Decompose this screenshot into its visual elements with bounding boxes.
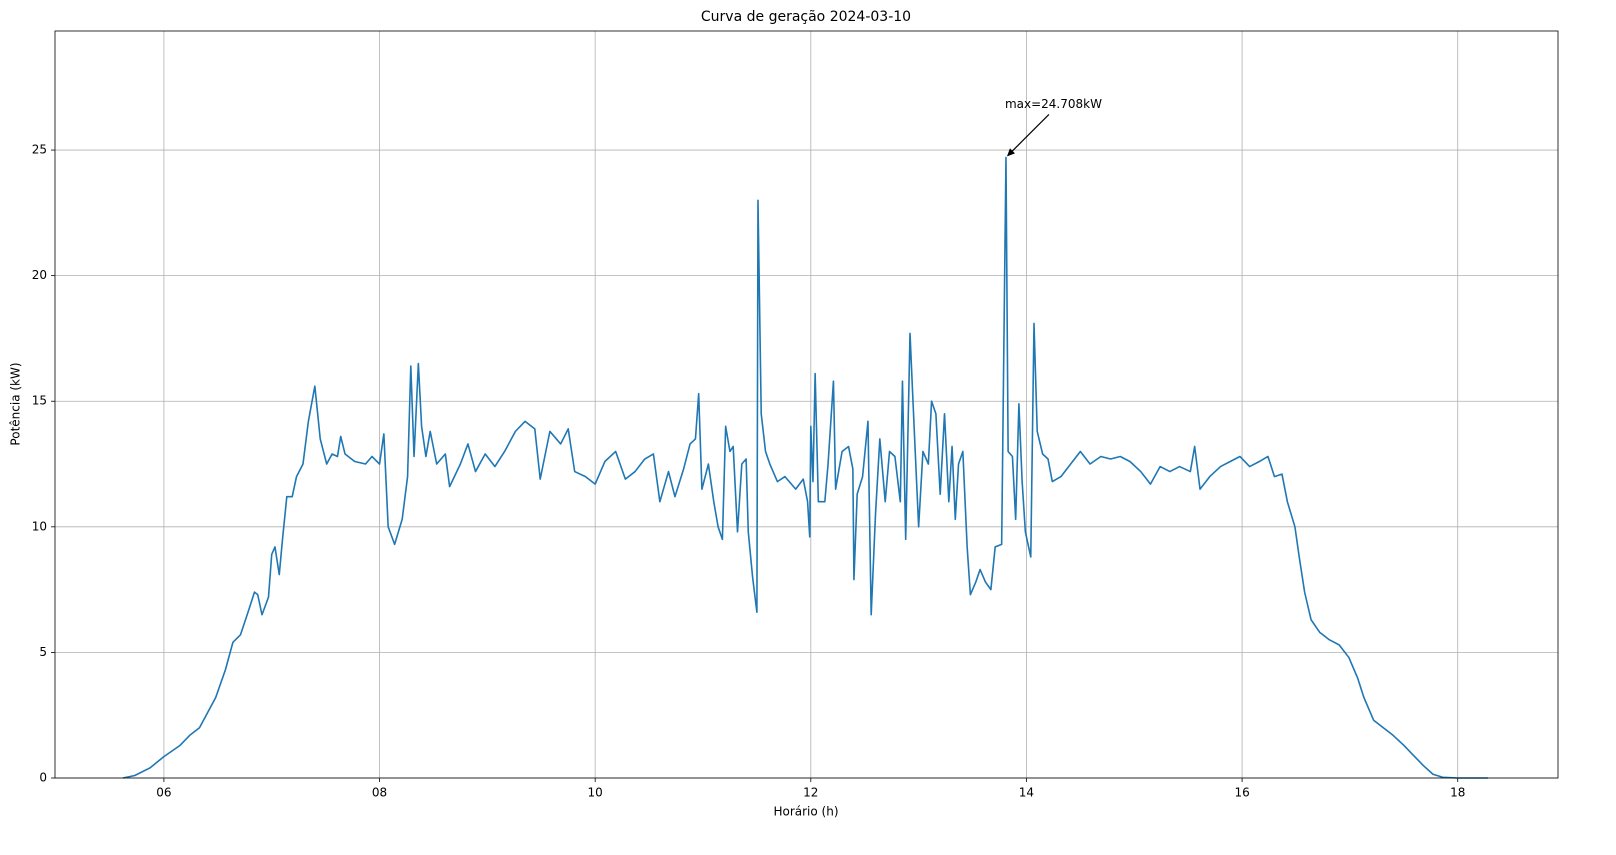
x-axis-label: Horário (h)	[773, 805, 838, 819]
y-tick-label: 0	[39, 771, 47, 785]
y-tick-label: 10	[32, 519, 47, 533]
x-tick-label: 06	[156, 786, 171, 800]
y-tick-label: 15	[32, 394, 47, 408]
plot-frame	[54, 30, 1559, 779]
annotation-arrow	[1007, 113, 1050, 156]
x-tick-label: 16	[1234, 786, 1249, 800]
y-axis-label: Potência (kW)	[9, 362, 23, 445]
x-tick-label: 14	[1019, 786, 1034, 800]
annotation: max=24.708kW	[1005, 97, 1102, 111]
data-line	[122, 156, 1488, 779]
x-tick-label: 10	[588, 786, 603, 800]
y-tick-label: 5	[39, 645, 47, 659]
y-tick-label: 20	[32, 268, 47, 282]
y-tick-label: 25	[32, 143, 47, 157]
chart-title: Curva de geração 2024-03-10	[701, 9, 911, 25]
x-tick-label: 18	[1450, 786, 1465, 800]
x-tick-label: 08	[372, 786, 387, 800]
x-tick-label: 12	[803, 786, 818, 800]
annotation-arrowhead	[1006, 148, 1015, 157]
